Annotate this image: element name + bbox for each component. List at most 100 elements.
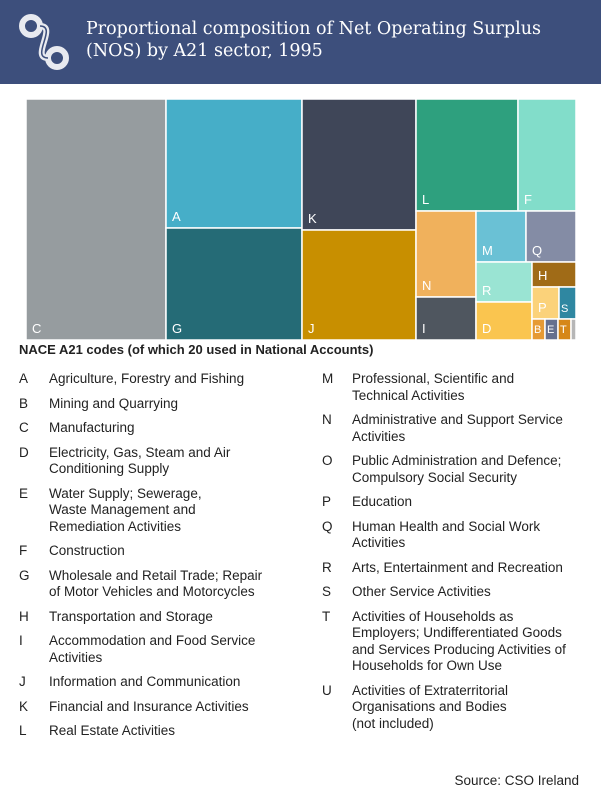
legend-code: E <box>19 485 29 501</box>
legend-code: P <box>322 494 332 509</box>
legend-item-e: E Water Supply; Sewerage, Waste Managemen… <box>19 486 289 536</box>
legend-code: O <box>322 453 333 468</box>
legend-item-f: F Construction <box>19 543 289 560</box>
legend-description: Real Estate Activities <box>49 723 176 738</box>
legend-code: D <box>19 444 29 460</box>
legend-description: Construction <box>49 543 125 558</box>
treemap-tile-h: H <box>531 261 576 288</box>
legend-item-m: M Professional, Scientific and Technical … <box>322 371 592 404</box>
treemap-tile-j: J <box>301 229 417 340</box>
treemap-label-d: D <box>482 321 491 336</box>
legend-description: Activities of Households as Employers; U… <box>352 608 566 674</box>
legend-code: B <box>19 395 29 411</box>
legend-left-column: A Agriculture, Forestry and Fishing B Minin… <box>19 371 289 740</box>
legend-description: Professional, Scientific and Technical A… <box>352 371 515 403</box>
treemap-label-h: H <box>538 268 547 283</box>
legend-description: Information and Communication <box>49 674 241 689</box>
legend-item-q: Q Human Health and Social Work Activities <box>322 519 592 552</box>
legend-description: Human Health and Social Work Activities <box>352 518 541 551</box>
header-banner: Proportional composition of Net Operatin… <box>0 0 601 84</box>
legend-item-b: B Mining and Quarrying <box>19 396 289 413</box>
legend-item-d: D Electricity, Gas, Steam and Air Conditi… <box>19 445 289 478</box>
legend-item-u: U Activities of Extraterritorial Organisa… <box>322 683 592 733</box>
legend-description: Other Service Activities <box>352 584 491 599</box>
treemap-rect-j <box>301 229 417 340</box>
treemap-tile-n: N <box>415 210 477 298</box>
treemap-tile-s: S <box>558 286 576 320</box>
legend-code: K <box>19 698 29 714</box>
treemap-tile-p: P <box>531 286 560 320</box>
legend-item-g: G Wholesale and Retail Trade; Repair of M… <box>19 568 289 601</box>
legend-description: Electricity, Gas, Steam and Air Conditio… <box>49 444 231 477</box>
treemap-tile-q: Q <box>525 210 576 263</box>
legend-description: Transportation and Storage <box>49 608 213 624</box>
legend-description: Agriculture, Forestry and Fishing <box>49 371 245 386</box>
chart-title: Proportional composition of Net Operatin… <box>86 19 541 61</box>
legend-code: Q <box>322 518 333 534</box>
treemap-tile-b: B <box>531 318 546 340</box>
treemap-rect-r <box>475 261 533 303</box>
legend-code: N <box>322 412 332 427</box>
legend-item-k: K Financial and Insurance Activities <box>19 699 289 716</box>
treemap-tile-m: M <box>475 210 527 263</box>
source-note: Source: CSO Ireland <box>454 773 579 788</box>
treemap-label-i: I <box>422 321 426 336</box>
treemap-tile-g: G <box>165 227 303 340</box>
legend-description: Wholesale and Retail Trade; Repair of Mo… <box>49 567 263 600</box>
legend-item-n: N Administrative and Support Service Acti… <box>322 412 592 445</box>
legend-item-t: T Activities of Households as Employers; … <box>322 609 592 675</box>
legend-right-column: M Professional, Scientific and Technical … <box>322 371 592 732</box>
treemap-tile-d: D <box>475 301 533 340</box>
legend-code: L <box>19 723 27 738</box>
legend-code: H <box>19 608 29 624</box>
treemap-rect-d <box>475 301 533 340</box>
treemap-label-q: Q <box>532 243 542 258</box>
treemap-label-k: K <box>308 211 317 226</box>
legend-code: M <box>322 371 334 386</box>
treemap-tile-a: A <box>165 99 303 229</box>
legend-code: C <box>19 420 29 435</box>
legend-code: U <box>322 682 332 698</box>
treemap-rect-n <box>415 210 477 298</box>
treemap-tile-r: R <box>475 261 533 303</box>
codes-title: NACE A21 codes (of which 20 used in Nati… <box>19 342 374 357</box>
legend-description: Public Administration and Defence; Compu… <box>352 453 562 485</box>
legend-code: F <box>19 543 28 558</box>
legend-code: A <box>19 371 29 386</box>
treemap-rect-o <box>570 318 576 340</box>
legend-item-j: J Information and Communication <box>19 674 289 691</box>
treemap-label-t: T <box>560 324 567 336</box>
treemap-rect-h <box>531 261 576 288</box>
treemap-label-j: J <box>308 321 315 336</box>
legend-description: Administrative and Support Service Activ… <box>352 412 563 444</box>
treemap-label-m: M <box>482 243 493 258</box>
legend-description: Manufacturing <box>49 420 135 435</box>
treemap-tile-f: F <box>517 99 576 212</box>
legend-code: G <box>19 567 30 583</box>
treemap-label-b: B <box>534 324 541 336</box>
treemap-label-n: N <box>422 278 431 293</box>
treemap-label-f: F <box>524 192 532 207</box>
legend-item-l: L Real Estate Activities <box>19 723 289 740</box>
legend-item-i: I Accommodation and Food Service Activiti… <box>19 633 289 666</box>
legend-item-r: R Arts, Entertainment and Recreation <box>322 560 592 577</box>
legend-code: J <box>19 674 26 689</box>
treemap-tile-k: K <box>301 99 417 231</box>
legend-item-a: A Agriculture, Forestry and Fishing <box>19 371 289 388</box>
legend-item-o: O Public Administration and Defence; Comp… <box>322 453 592 486</box>
legend-description: Accommodation and Food Service Activitie… <box>49 633 256 665</box>
treemap-tile-e: E <box>544 318 559 340</box>
legend-code: R <box>322 559 332 575</box>
treemap-label-r: R <box>482 283 491 298</box>
treemap-tile-c: C <box>26 99 167 340</box>
treemap-rect-k <box>301 99 417 231</box>
legend-item-p: P Education <box>322 494 592 511</box>
treemap-rect-l <box>415 99 519 212</box>
legend-item-h: H Transportation and Storage <box>19 609 289 626</box>
treemap-tile-o <box>570 318 576 340</box>
legend-description: Activities of Extraterritorial Organisat… <box>352 682 509 731</box>
legend-code: S <box>322 584 332 599</box>
treemap-label-p: P <box>538 300 547 315</box>
treemap-tile-l: L <box>415 99 519 212</box>
